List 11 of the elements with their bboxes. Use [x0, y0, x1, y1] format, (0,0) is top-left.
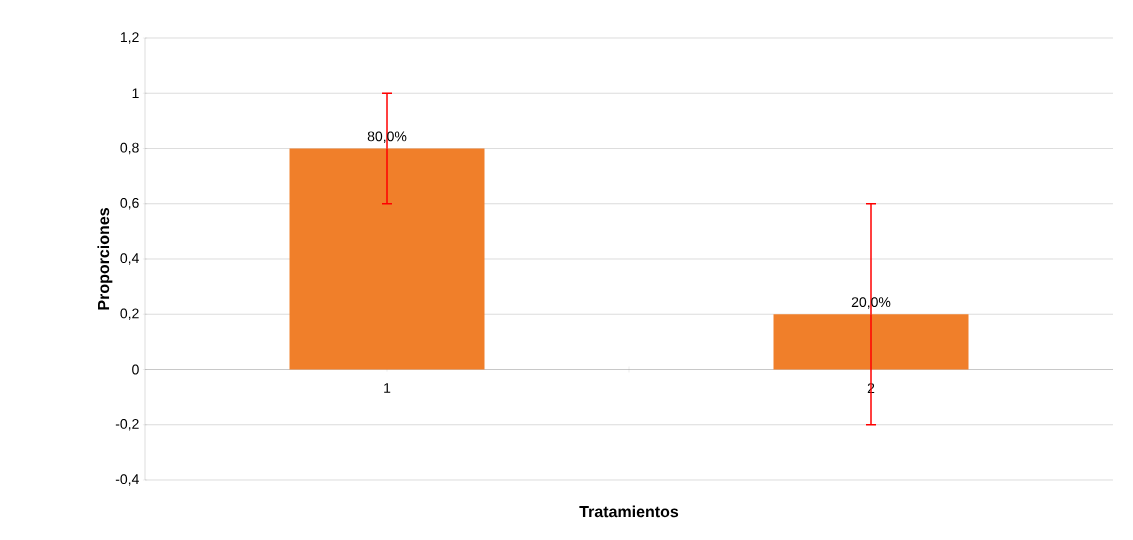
y-axis-title: Proporciones	[97, 208, 113, 310]
y-tick-label: 1	[132, 88, 139, 99]
y-tick-label: -0,4	[115, 474, 139, 486]
y-tick-label: 0,4	[120, 253, 139, 265]
y-tick-label: 1,2	[120, 32, 139, 44]
y-tick-label: 0,2	[120, 308, 139, 321]
y-tick-label: 0,8	[120, 142, 139, 155]
y-tick-label: -0,2	[115, 418, 139, 431]
y-tick-label: 0	[132, 364, 139, 375]
y-tick-label: 0,6	[120, 197, 139, 210]
x-axis-title: Tratamientos	[579, 505, 679, 518]
